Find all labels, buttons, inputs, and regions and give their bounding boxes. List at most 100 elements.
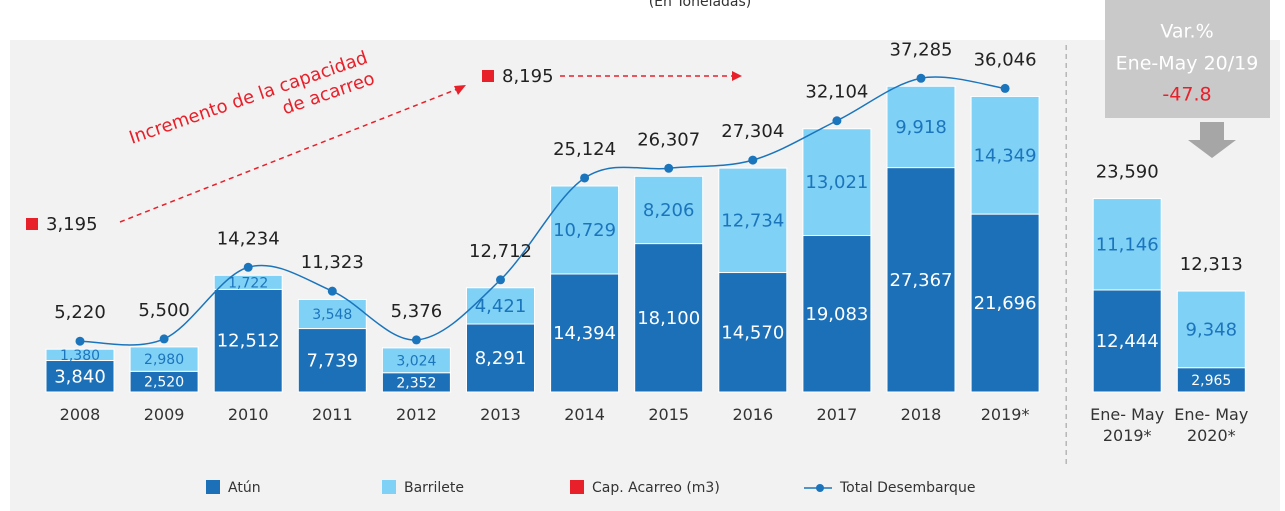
total-point bbox=[580, 173, 590, 183]
total-label: 12,712 bbox=[469, 241, 532, 262]
variation-value: -47.8 bbox=[1162, 84, 1211, 106]
bar-segment bbox=[381, 347, 451, 374]
x-tick-label: 2010 bbox=[227, 405, 269, 424]
total-label: 26,307 bbox=[637, 129, 700, 150]
data-label: 27,367 bbox=[890, 270, 953, 291]
arrow-head bbox=[454, 85, 466, 95]
bar-segment bbox=[802, 128, 872, 237]
data-label: 8,291 bbox=[475, 348, 527, 369]
data-label: 18,100 bbox=[637, 308, 700, 329]
bar-segment bbox=[1176, 367, 1246, 393]
total-point bbox=[832, 116, 842, 126]
arrow-line bbox=[119, 87, 461, 223]
total-point bbox=[159, 334, 169, 344]
x-tick-label: 2013 bbox=[480, 405, 521, 424]
total-label: 37,285 bbox=[890, 39, 953, 60]
data-label: 1,722 bbox=[228, 275, 268, 291]
total-point bbox=[916, 73, 926, 83]
data-label: 19,083 bbox=[805, 304, 868, 325]
cap-marker bbox=[482, 70, 494, 82]
total-point bbox=[411, 335, 421, 345]
total-label: 5,376 bbox=[391, 301, 443, 322]
bar-segment bbox=[1092, 289, 1162, 393]
total-point bbox=[75, 336, 85, 346]
bar-segment bbox=[550, 273, 620, 393]
bar-segment bbox=[634, 175, 704, 245]
bar-segment bbox=[297, 328, 367, 393]
legend-swatch bbox=[816, 484, 824, 492]
x-tick-label: 2014 bbox=[564, 405, 605, 424]
data-label: 4,421 bbox=[475, 296, 527, 317]
data-label: 10,729 bbox=[553, 220, 616, 241]
data-label: 2,352 bbox=[396, 375, 436, 391]
data-label: 3,024 bbox=[396, 353, 436, 369]
data-label: 14,394 bbox=[553, 323, 616, 344]
data-label: 14,349 bbox=[974, 145, 1037, 166]
total-point bbox=[1000, 83, 1010, 93]
bar-segment bbox=[718, 272, 788, 393]
total-point bbox=[496, 275, 505, 285]
bar-segment bbox=[886, 85, 956, 169]
data-label: 13,021 bbox=[805, 172, 868, 193]
cap-label: 8,195 bbox=[502, 66, 554, 87]
total-label: 32,104 bbox=[805, 82, 868, 103]
data-label: 2,520 bbox=[144, 375, 184, 391]
bar-segment bbox=[970, 95, 1040, 215]
x-tick-label: 2019* bbox=[980, 405, 1030, 424]
bar-segment bbox=[886, 167, 956, 393]
data-label: 11,146 bbox=[1096, 234, 1159, 255]
legend-label: Cap. Acarreo (m3) bbox=[592, 480, 720, 496]
bar-segment bbox=[466, 323, 535, 393]
bar-segment bbox=[634, 243, 704, 393]
data-label: 8,206 bbox=[643, 200, 695, 221]
total-label: 23,590 bbox=[1096, 162, 1159, 183]
data-label: 7,739 bbox=[307, 350, 359, 371]
total-label: 27,304 bbox=[721, 121, 784, 142]
bar-segment bbox=[466, 287, 535, 325]
data-label: 2,980 bbox=[144, 352, 184, 368]
x-tick-label: 2009 bbox=[143, 405, 185, 424]
total-label: 5,500 bbox=[138, 300, 190, 321]
total-point bbox=[664, 163, 674, 173]
x-tick-label: Ene- May 2020* bbox=[1174, 405, 1249, 445]
x-tick-label: 2018 bbox=[900, 405, 942, 424]
arrow-head bbox=[732, 71, 742, 81]
total-label: 25,124 bbox=[553, 139, 616, 160]
data-label: 1,380 bbox=[60, 348, 100, 364]
data-label: 12,444 bbox=[1096, 331, 1159, 352]
x-tick-label: Ene- May 2019* bbox=[1090, 405, 1165, 445]
data-label: 9,348 bbox=[1186, 319, 1238, 340]
down-arrow bbox=[1188, 122, 1236, 158]
legend-swatch bbox=[570, 480, 584, 494]
variation-text: Var.% bbox=[1160, 21, 1213, 43]
bar-segment bbox=[213, 274, 283, 290]
data-label: 12,512 bbox=[217, 331, 280, 352]
x-tick-label: 2012 bbox=[396, 405, 437, 424]
bar-segment bbox=[718, 167, 788, 274]
bar-segment bbox=[1176, 290, 1246, 369]
legend-swatch bbox=[206, 480, 220, 494]
data-label: 2,965 bbox=[1191, 373, 1231, 389]
total-label: 11,323 bbox=[301, 252, 364, 273]
x-tick-label: 2016 bbox=[732, 405, 774, 424]
bar-segment bbox=[970, 213, 1040, 393]
variation-box bbox=[1105, 0, 1270, 118]
total-label: 12,313 bbox=[1180, 254, 1243, 275]
total-label: 5,220 bbox=[54, 302, 106, 323]
data-label: 21,696 bbox=[974, 293, 1037, 314]
total-point bbox=[748, 155, 758, 165]
legend-swatch bbox=[382, 480, 396, 494]
legend-label: Total Desembarque bbox=[839, 480, 975, 496]
legend-label: Barrilete bbox=[404, 480, 464, 496]
x-tick-label: 2017 bbox=[816, 405, 858, 424]
variation-text: Ene-May 20/19 bbox=[1116, 53, 1259, 75]
data-label: 3,548 bbox=[312, 307, 352, 323]
bar-segment bbox=[1092, 198, 1162, 291]
subtitle: (En Toneladas) bbox=[649, 0, 752, 10]
total-label: 14,234 bbox=[217, 228, 280, 249]
total-point bbox=[327, 286, 337, 296]
cap-label: 3,195 bbox=[46, 214, 98, 235]
total-point bbox=[243, 262, 253, 272]
